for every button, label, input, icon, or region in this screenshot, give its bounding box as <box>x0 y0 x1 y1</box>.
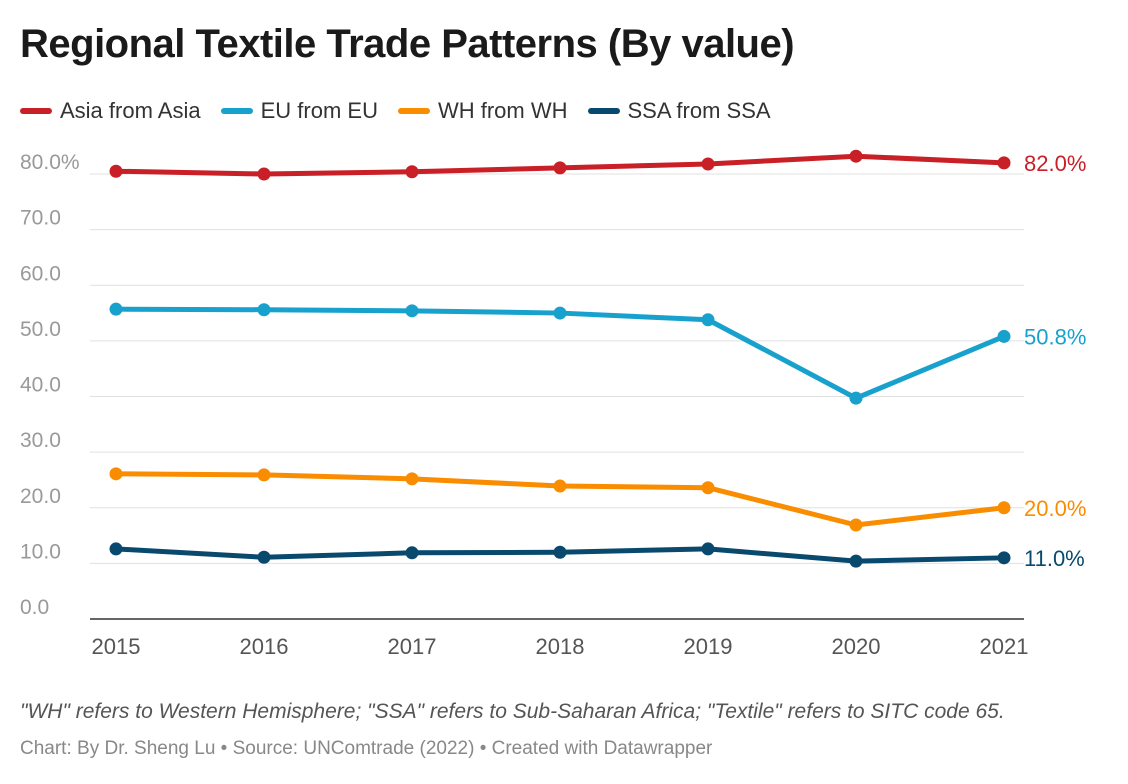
data-point <box>997 156 1011 170</box>
chart-title: Regional Textile Trade Patterns (By valu… <box>20 22 795 66</box>
y-tick-label: 30.0 <box>20 429 61 452</box>
legend-item: Asia from Asia <box>20 98 201 124</box>
data-point <box>257 303 271 317</box>
end-label: 20.0% <box>1024 496 1086 521</box>
data-point <box>553 479 567 493</box>
end-label: 11.0% <box>1024 546 1085 571</box>
data-point <box>997 329 1011 343</box>
y-tick-label: 70.0 <box>20 207 61 230</box>
end-label: 82.0% <box>1024 151 1086 176</box>
legend-swatch <box>397 108 430 114</box>
data-point <box>849 518 863 532</box>
series-line-1 <box>113 306 1007 401</box>
data-point <box>849 391 863 405</box>
data-point <box>701 481 715 495</box>
y-tick-label: 0.0 <box>20 596 49 619</box>
legend-swatch <box>587 108 620 114</box>
credit-line: Chart: By Dr. Sheng Lu • Source: UNComtr… <box>20 738 713 759</box>
legend-label: WH from WH <box>437 98 568 123</box>
data-point <box>701 157 715 171</box>
line-chart: 0.0 10.0 20.0 30.0 40.0 50.0 60.0 70.0 80.0% 2015… <box>20 149 1086 659</box>
data-point <box>109 164 123 178</box>
legend-swatch <box>20 108 52 114</box>
data-point <box>553 306 567 320</box>
data-point <box>405 304 419 318</box>
data-point <box>405 546 419 560</box>
data-point <box>257 468 271 482</box>
data-point <box>701 313 715 327</box>
x-tick-label: 2018 <box>536 634 585 659</box>
legend-label: EU from EU <box>260 98 378 123</box>
data-point <box>405 165 419 179</box>
data-point <box>553 545 567 559</box>
data-point <box>553 161 567 175</box>
x-tick-label: 2017 <box>388 634 437 659</box>
legend-label: SSA from SSA <box>627 98 771 123</box>
data-point <box>257 550 271 564</box>
legend-item: EU from EU <box>220 98 378 124</box>
data-point <box>701 542 715 556</box>
data-point <box>109 467 123 481</box>
legend-item: WH from WH <box>397 98 568 124</box>
data-point <box>997 501 1011 515</box>
data-point <box>997 551 1011 565</box>
y-tick-label: 50.0 <box>20 318 61 341</box>
y-tick-label: 40.0 <box>20 374 61 397</box>
legend-label: Asia from Asia <box>60 98 201 123</box>
data-point <box>109 302 123 316</box>
data-point <box>849 554 863 568</box>
footnote: "WH" refers to Western Hemisphere; "SSA"… <box>20 700 1005 723</box>
data-point <box>849 149 863 163</box>
x-tick-label: 2015 <box>92 634 141 659</box>
legend-item: SSA from SSA <box>587 98 771 124</box>
y-tick-label: 60.0 <box>20 262 61 285</box>
x-tick-label: 2019 <box>684 634 733 659</box>
y-tick-label: 10.0 <box>20 540 61 563</box>
data-point <box>405 472 419 486</box>
x-tick-label: 2020 <box>832 634 881 659</box>
data-point <box>257 167 271 181</box>
x-tick-label: 2021 <box>980 634 1029 659</box>
legend-swatch <box>220 108 253 114</box>
y-tick-label: 80.0% <box>20 151 80 174</box>
x-tick-label: 2016 <box>240 634 289 659</box>
end-label: 50.8% <box>1024 324 1086 349</box>
y-tick-label: 20.0 <box>20 485 61 508</box>
data-point <box>109 542 123 556</box>
legend: Asia from Asia EU from EU WH from WH SSA fr… <box>20 98 771 124</box>
